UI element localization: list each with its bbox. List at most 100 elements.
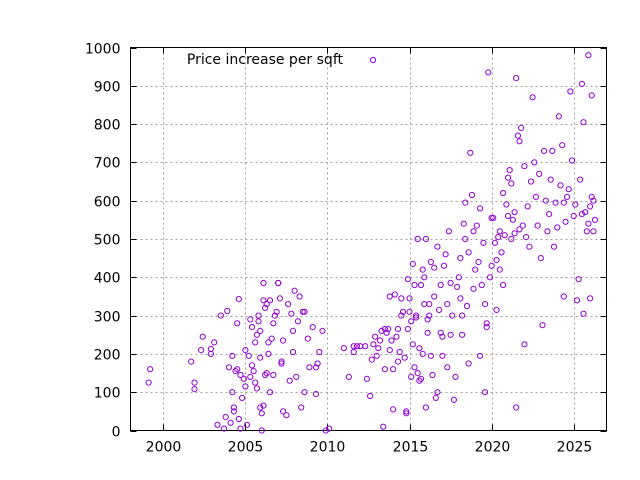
data-point [445,228,452,235]
legend-label: Price increase per sqft [187,52,344,68]
data-point [257,327,264,334]
data-point [488,262,495,269]
data-point [475,258,482,266]
data-point [394,325,402,333]
data-point [353,343,361,350]
data-point [257,404,264,411]
data-point [393,333,400,340]
data-point [263,301,270,308]
data-point [536,170,543,177]
data-point [370,341,377,348]
data-point [477,352,484,359]
data-point [381,325,388,333]
x-tick-label: 2005 [228,440,264,456]
data-point [585,220,592,227]
data-point [243,421,251,428]
data-point [380,423,387,430]
data-point [265,350,272,357]
data-point [253,385,260,392]
data-point [299,308,306,315]
y-tick-label: 400 [94,271,121,287]
data-point [447,331,454,338]
data-point [403,408,410,415]
data-point [375,345,382,352]
data-point [462,235,469,243]
data-point [386,347,393,354]
data-point [409,341,416,348]
data-point [578,80,586,88]
data-point [396,348,403,356]
data-point [477,205,484,212]
data-point [199,333,206,340]
data-point [508,180,515,187]
data-point [234,320,241,327]
data-point [271,312,278,319]
data-point [452,373,459,380]
data-point [283,412,290,419]
data-point [578,211,586,218]
data-point [587,203,594,210]
data-point [350,348,357,356]
data-point [188,358,195,365]
data-point [483,324,490,331]
data-point [447,279,454,287]
data-point [270,371,277,379]
data-point [521,341,528,348]
data-point [399,308,407,315]
data-point [381,366,388,373]
data-point [250,368,257,375]
data-point [225,364,233,371]
data-point [255,318,262,325]
data-point [406,308,413,315]
data-point [431,264,438,271]
data-point [572,201,579,208]
data-point [198,347,205,354]
data-point [207,350,214,357]
grid-lines [130,47,607,431]
data-point [340,345,347,352]
data-point [544,228,551,235]
data-point [513,75,520,82]
data-point [229,352,236,359]
data-point [232,368,239,375]
data-point [526,243,533,250]
data-point [496,228,503,235]
data-point [404,276,411,283]
data-point [485,69,492,76]
data-point [285,301,292,308]
data-point [286,377,293,384]
data-point [585,52,592,59]
data-point [411,364,418,371]
data-point [588,193,595,200]
data-point [401,354,408,361]
data-point [253,331,260,338]
data-point [490,214,497,221]
data-point [511,209,518,216]
y-tick-label: 0 [112,425,121,441]
data-point [559,142,566,149]
data-point [531,159,538,166]
data-point [501,232,508,239]
data-point [550,243,558,250]
data-point [265,339,272,346]
data-point [436,306,443,313]
data-point [429,371,436,379]
x-tick-label: 2000 [146,440,182,456]
data-point [403,410,410,417]
data-point [467,149,474,156]
data-point [422,404,429,411]
data-point [247,316,254,323]
data-point [386,293,393,300]
data-point [577,176,584,183]
y-tick-label: 600 [94,195,121,211]
data-point [258,427,265,434]
data-point [406,295,413,302]
data-point [252,339,259,346]
data-point [514,132,522,139]
data-point [268,335,275,342]
data-point [263,370,270,377]
data-point [293,373,300,380]
data-point [294,318,301,325]
data-point [411,281,418,289]
